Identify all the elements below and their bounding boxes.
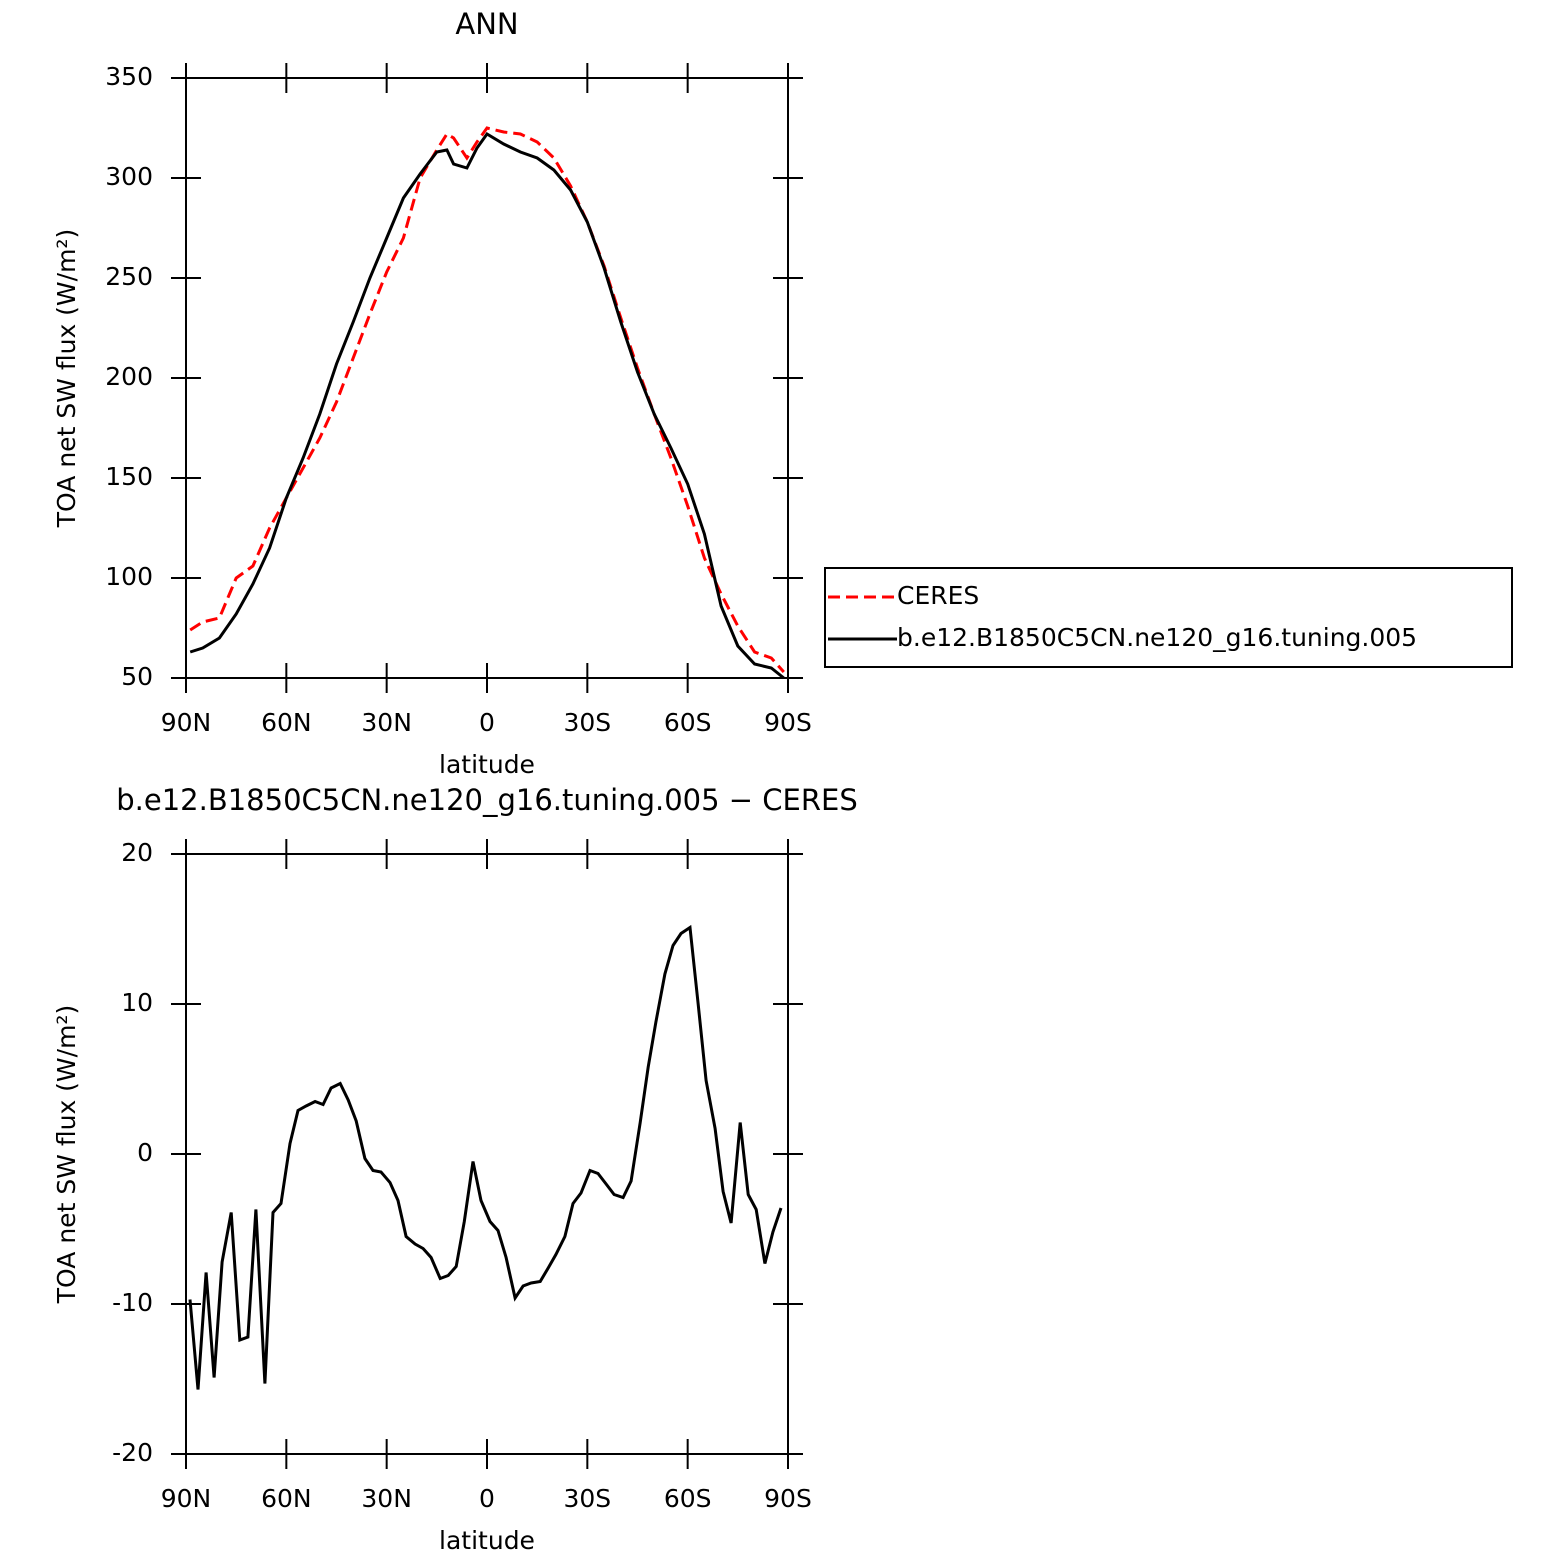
data-line [188,924,783,1390]
x-tick-label: 60N [261,1484,312,1513]
chart-title: b.e12.B1850C5CN.ne120_g16.tuning.005 − C… [116,783,857,817]
y-tick-label: 20 [121,838,153,867]
y-tick-label: 50 [121,662,153,691]
x-tick-label: 60S [664,1484,712,1513]
y-tick-label: 350 [105,62,153,91]
plot-frame [185,853,789,1455]
x-tick-label: 90N [161,708,212,737]
y-axis-label: TOA net SW flux (W/m²) [52,1005,81,1304]
y-axis-label: TOA net SW flux (W/m²) [52,229,81,528]
x-tick-label: 60N [261,708,312,737]
plot-frame [185,77,789,679]
y-tick-label: 0 [137,1138,153,1167]
y-tick-label: -20 [112,1438,153,1467]
x-tick-label: 30N [361,1484,412,1513]
data-line [189,126,785,673]
y-tick-label: 250 [105,262,153,291]
x-tick-label: 30N [361,708,412,737]
x-axis-label: latitude [439,1526,535,1555]
y-tick-label: 150 [105,462,153,491]
y-tick-label: 300 [105,162,153,191]
legend-label: b.e12.B1850C5CN.ne120_g16.tuning.005 [897,623,1417,652]
x-tick-label: 90N [161,1484,212,1513]
legend-box [824,567,1513,668]
x-tick-label: 30S [563,708,611,737]
x-tick-label: 90S [764,708,812,737]
x-tick-label: 90S [764,1484,812,1513]
x-tick-label: 0 [479,708,495,737]
x-tick-label: 30S [563,1484,611,1513]
data-line [189,132,785,680]
y-tick-label: 100 [105,562,153,591]
x-tick-label: 0 [479,1484,495,1513]
chart-title: ANN [455,7,518,41]
y-tick-label: 200 [105,362,153,391]
x-axis-label: latitude [439,750,535,779]
y-tick-label: -10 [112,1288,153,1317]
y-tick-label: 10 [121,988,153,1017]
legend-label: CERES [897,581,979,610]
x-tick-label: 60S [664,708,712,737]
